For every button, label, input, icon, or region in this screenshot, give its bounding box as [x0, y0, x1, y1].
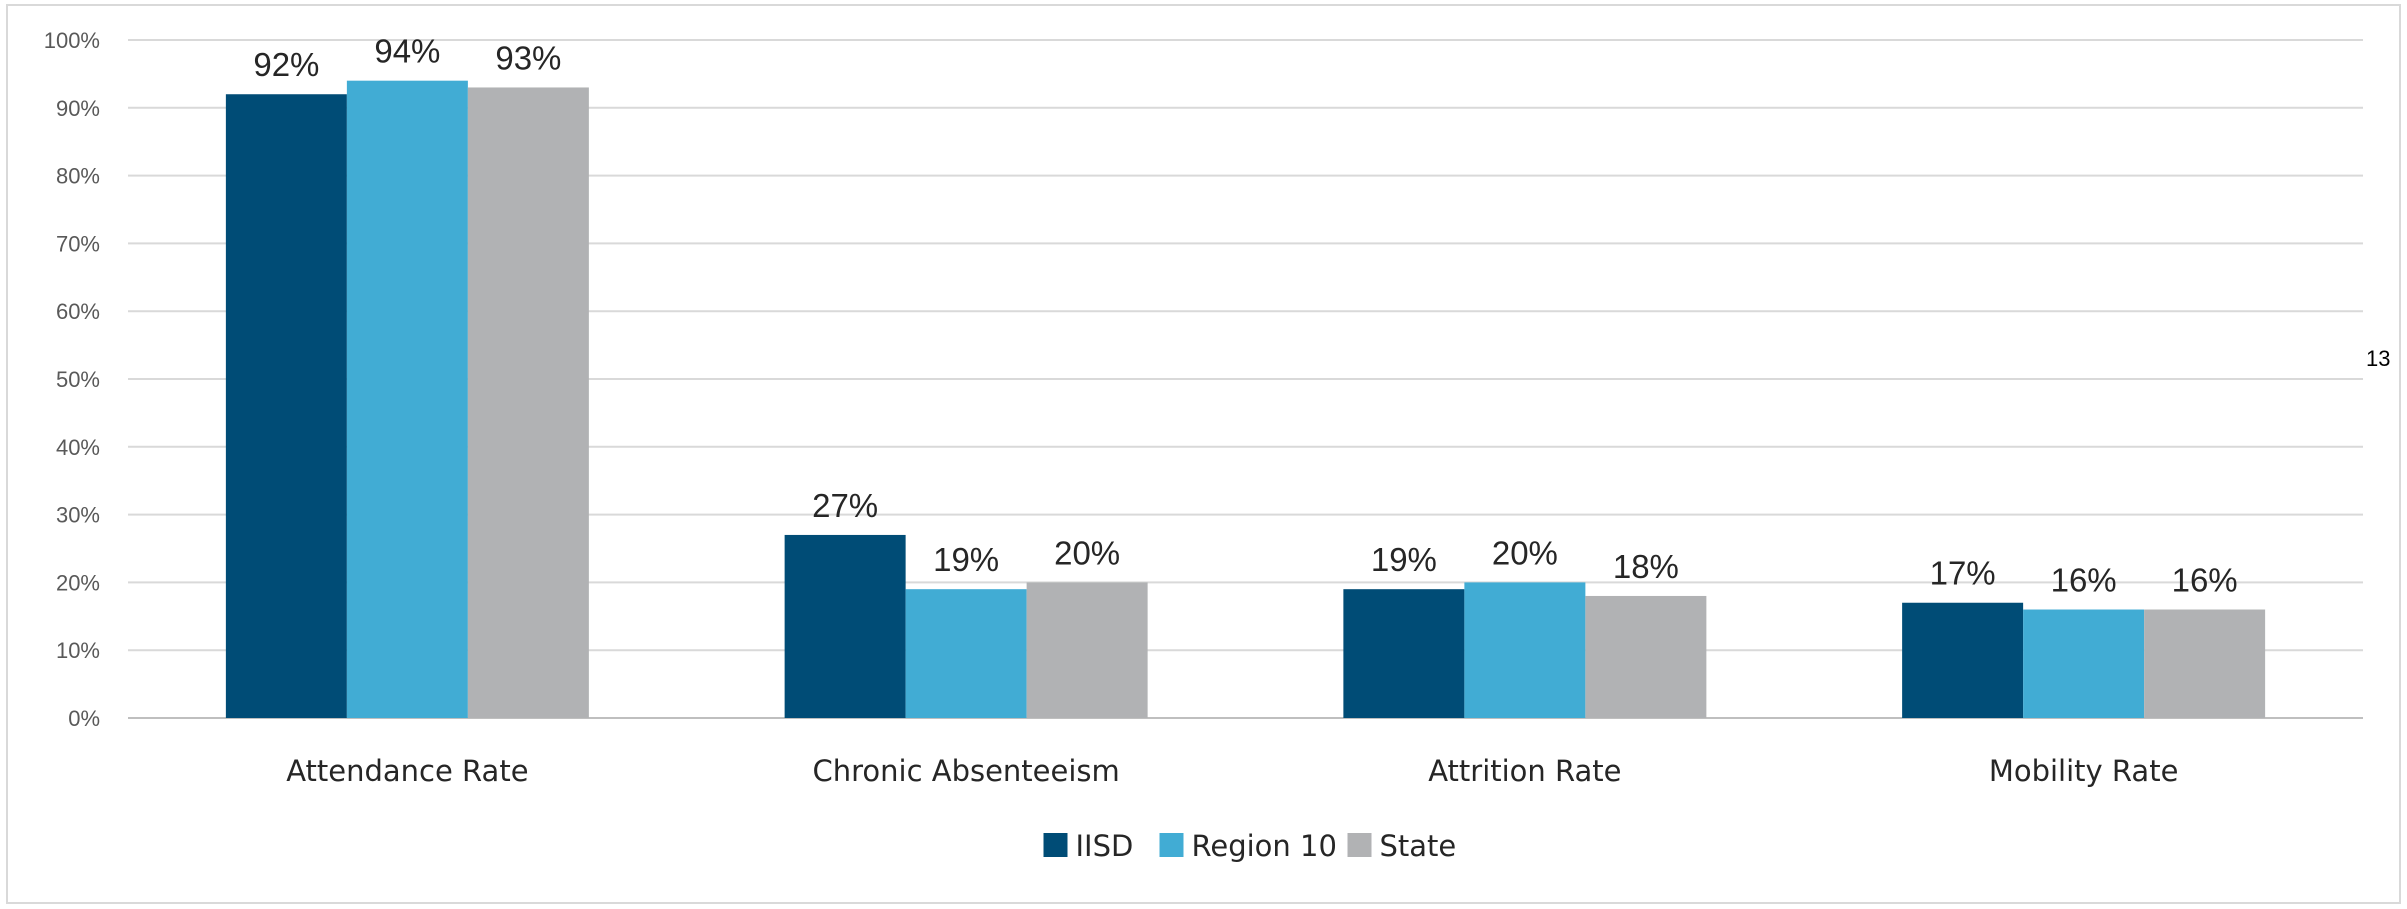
category-label: Mobility Rate [1989, 754, 2179, 788]
bar-state [2144, 609, 2266, 718]
bar-region-10 [1464, 582, 1586, 718]
y-tick-label: 80% [56, 164, 100, 189]
y-tick-label: 60% [56, 299, 100, 324]
y-tick-label: 0% [68, 706, 100, 731]
legend: IISD Region 10 State [1043, 829, 1457, 863]
data-label: 20% [1054, 534, 1120, 571]
page-number: 13 [2366, 346, 2390, 371]
data-label: 93% [495, 39, 561, 76]
category-label: Chronic Absenteeism [812, 754, 1119, 788]
legend-swatch [1043, 833, 1068, 857]
category-label: Attendance Rate [286, 754, 528, 788]
bar-state [1026, 582, 1148, 718]
legend-swatch [1159, 833, 1184, 857]
y-tick-label: 40% [56, 435, 100, 460]
y-tick-label: 70% [56, 231, 100, 256]
y-axis-tick-labels: 0% 10% 20% 30% 40% 50% 60% 70% 80% 90% 100% [44, 28, 100, 731]
data-label: 16% [2051, 562, 2117, 599]
data-label: 19% [933, 541, 999, 578]
legend-swatch [1347, 833, 1372, 857]
legend-label: State [1380, 829, 1457, 863]
legend-label: IISD [1076, 829, 1134, 863]
bar-region-10 [346, 80, 468, 719]
bar-iisd [225, 94, 347, 719]
y-tick-label: 100% [44, 28, 100, 53]
bar-iisd [1902, 602, 2024, 718]
bar-iisd [1343, 589, 1465, 718]
y-tick-label: 20% [56, 570, 100, 595]
bar-region-10 [905, 589, 1027, 718]
bar-iisd [784, 534, 906, 718]
y-tick-label: 90% [56, 96, 100, 121]
category-label: Attrition Rate [1428, 754, 1621, 788]
bar-region-10 [2023, 609, 2145, 718]
legend-label: Region 10 [1192, 829, 1337, 863]
bars [225, 80, 2266, 719]
data-label: 17% [1930, 555, 1996, 592]
data-label: 19% [1371, 541, 1437, 578]
data-label: 20% [1492, 534, 1558, 571]
data-label: 18% [1613, 548, 1679, 585]
bar-state [467, 87, 589, 718]
data-label: 94% [374, 33, 440, 70]
data-label: 27% [812, 487, 878, 524]
data-labels: 92% 94% 93% 27% 19% 20% 19% 20% 18% 17% 16% 16% [253, 33, 2237, 599]
y-tick-label: 10% [56, 638, 100, 663]
category-labels: Attendance Rate Chronic Absenteeism Attrit… [286, 754, 2178, 788]
bar-state [1585, 595, 1707, 718]
data-label: 16% [2172, 562, 2238, 599]
y-tick-label: 30% [56, 503, 100, 528]
data-label: 92% [253, 46, 319, 83]
y-tick-label: 50% [56, 367, 100, 392]
